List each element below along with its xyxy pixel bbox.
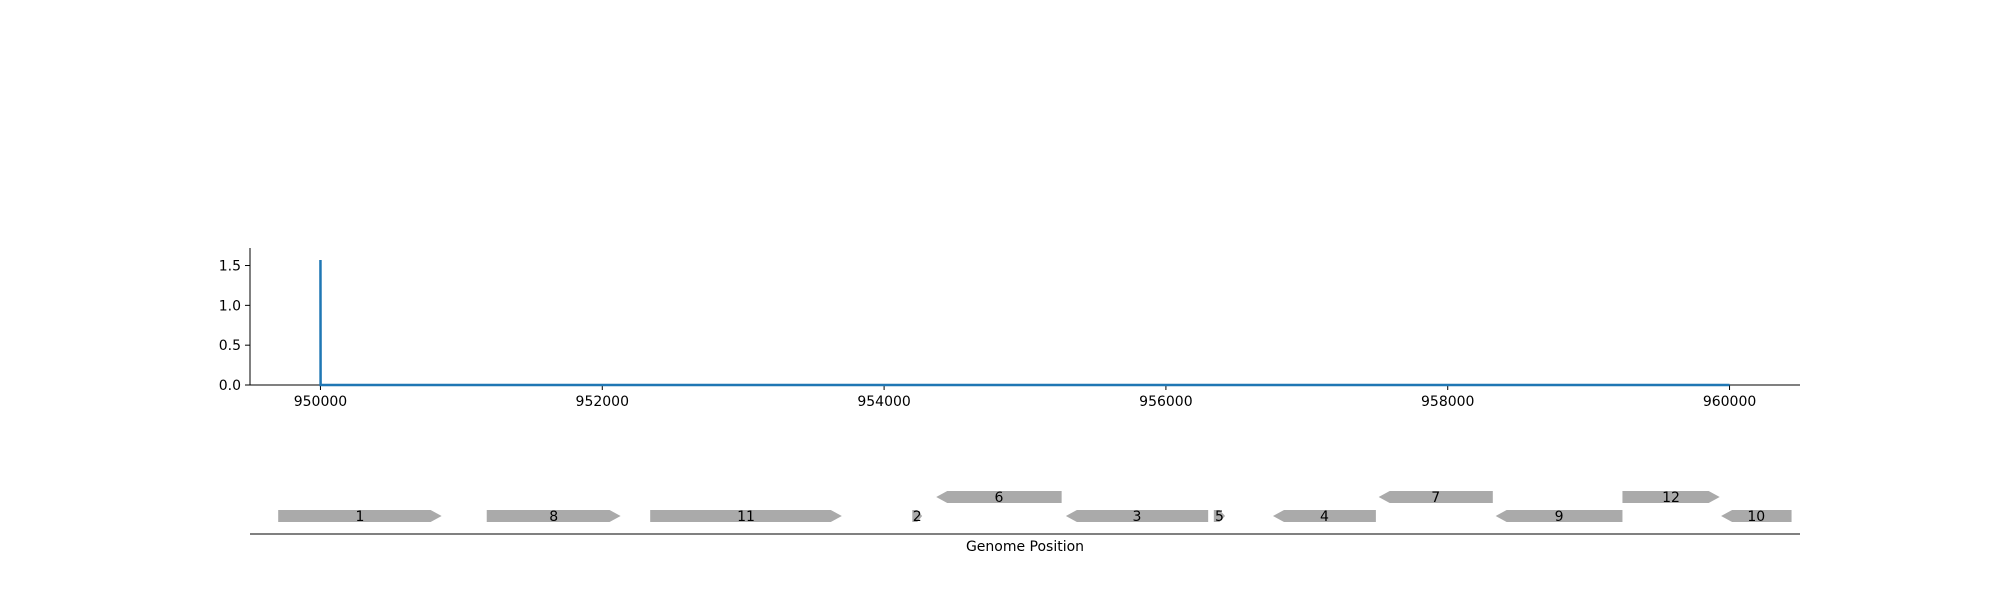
y-axis-ticks: 0.0 0.5 1.0 1.5 [219, 259, 250, 394]
x-tick-label: 952000 [576, 394, 629, 410]
gene-label-7: 7 [1431, 490, 1440, 506]
gene-label-10: 10 [1747, 509, 1765, 525]
gene-arrows: 1 8 11 2 6 3 5 4 7 9 12 10 [278, 490, 1792, 525]
x-tick-label: 956000 [1139, 394, 1192, 410]
coverage-series-line [319, 259, 1730, 387]
gene-arrow-10 [1721, 510, 1792, 522]
x-tick-label: 960000 [1703, 394, 1756, 410]
gene-arrow-12 [1622, 491, 1720, 503]
gene-label-1: 1 [355, 509, 364, 525]
gene-label-12: 12 [1662, 490, 1680, 506]
gene-label-3: 3 [1133, 509, 1142, 525]
x-axis-ticks: 950000 952000 954000 956000 958000 960000 [294, 385, 1756, 410]
gene-label-6: 6 [994, 490, 1003, 506]
gene-label-5: 5 [1215, 509, 1224, 525]
x-tick-label: 958000 [1421, 394, 1474, 410]
gene-arrow-9 [1495, 510, 1623, 522]
gene-label-9: 9 [1555, 509, 1564, 525]
gene-arrow-2 [912, 510, 923, 522]
gene-track-panel: 1 8 11 2 6 3 5 4 7 9 12 10 Genome Position [250, 490, 1800, 555]
y-tick-label: 0.5 [219, 338, 241, 354]
gene-label-2: 2 [913, 509, 922, 525]
gene-label-11: 11 [737, 509, 755, 525]
y-tick-label: 1.5 [219, 259, 241, 275]
gene-arrow-7 [1378, 491, 1493, 503]
gene-label-4: 4 [1320, 509, 1329, 525]
gene-arrow-1 [278, 510, 442, 522]
gene-arrow-5 [1213, 510, 1226, 522]
gene-arrow-6 [936, 491, 1062, 503]
gene-label-8: 8 [549, 509, 558, 525]
y-tick-label: 0.0 [219, 378, 241, 394]
gene-track-x-axis-title: Genome Position [966, 539, 1084, 555]
gene-arrow-11 [650, 510, 842, 522]
gene-arrow-8 [486, 510, 621, 522]
coverage-panel: 0.0 0.5 1.0 1.5 950000 952000 954000 956000 958… [219, 248, 1800, 410]
x-tick-label: 954000 [857, 394, 910, 410]
gene-arrow-3 [1065, 510, 1209, 522]
x-tick-label: 950000 [294, 394, 347, 410]
y-tick-label: 1.0 [219, 298, 241, 314]
gene-arrow-4 [1273, 510, 1376, 522]
